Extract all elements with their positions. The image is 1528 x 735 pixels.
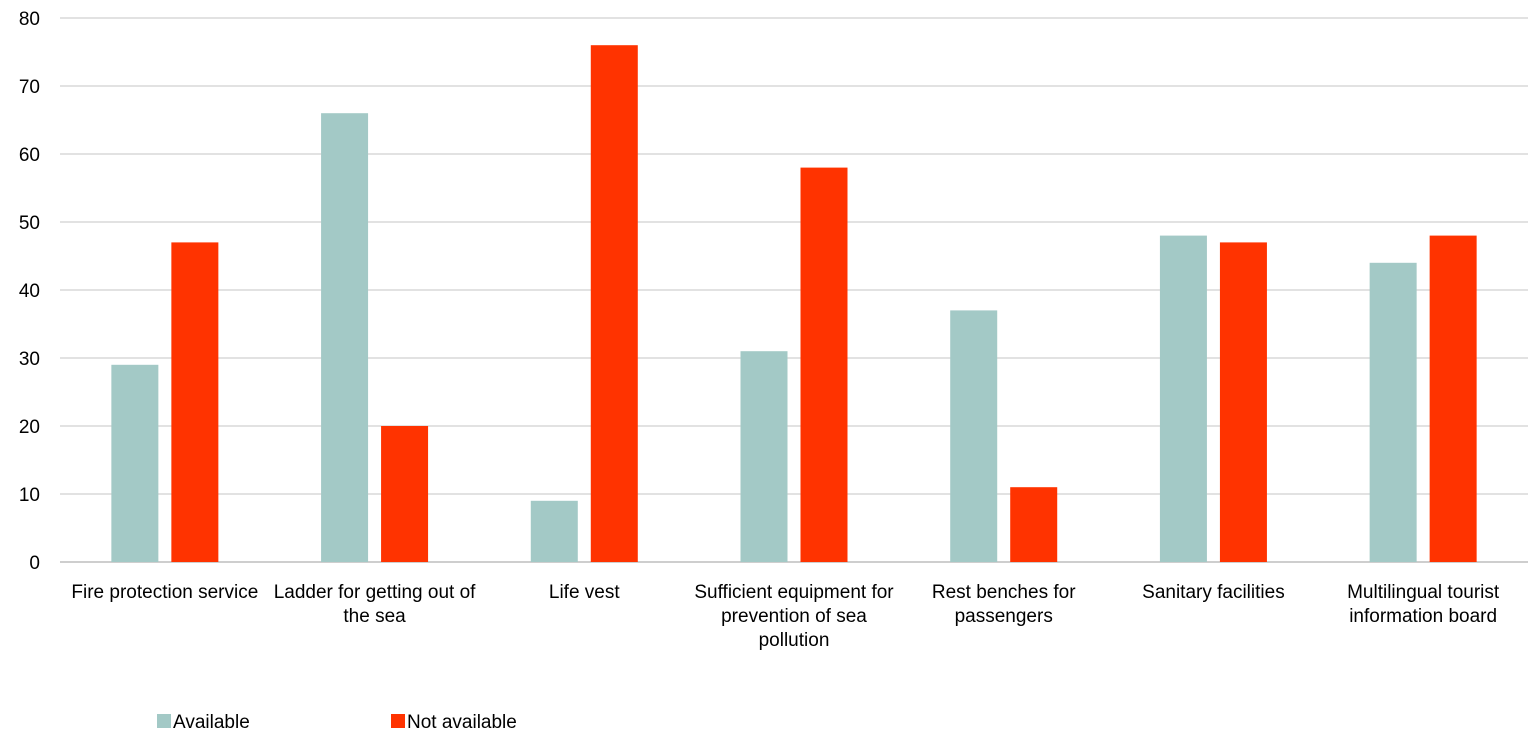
bar-available (321, 113, 369, 562)
y-axis-ticks: 0 10 20 30 40 50 60 70 80 (19, 9, 40, 574)
bar-available (740, 351, 788, 562)
bars (111, 45, 1477, 562)
x-category-label: Ladder for getting out of the sea (274, 582, 476, 627)
bar-available (111, 364, 159, 562)
x-category-label: Sanitary facilities (1142, 582, 1285, 603)
bar-available (530, 500, 578, 562)
x-category-label: Sufficient equipment for prevention of se… (694, 582, 894, 651)
y-tick-label: 20 (19, 417, 40, 438)
bar-not-available (1219, 242, 1267, 562)
x-category-label: Life vest (549, 582, 620, 603)
y-tick-label: 70 (19, 77, 40, 98)
y-tick-label: 80 (19, 9, 40, 30)
legend-swatch (157, 714, 171, 728)
legend: Available Not available (157, 712, 517, 733)
bar-not-available (171, 242, 219, 562)
bar-available (950, 310, 998, 562)
bar-not-available (590, 45, 638, 562)
bar-available (1159, 235, 1207, 562)
y-tick-label: 0 (29, 553, 40, 574)
y-tick-label: 30 (19, 349, 40, 370)
x-category-label: Rest benches for passengers (932, 582, 1076, 627)
gridlines (60, 17, 1528, 563)
y-tick-label: 10 (19, 485, 40, 506)
x-category-label: Fire protection service (71, 582, 258, 603)
y-tick-label: 60 (19, 145, 40, 166)
legend-label: Available (173, 712, 250, 733)
legend-swatch (391, 714, 405, 728)
bar-not-available (800, 167, 848, 562)
bar-not-available (1429, 235, 1477, 562)
bar-available (1369, 262, 1417, 562)
bar-not-available (381, 426, 429, 562)
legend-label: Not available (407, 712, 517, 733)
x-category-label: Multilingual tourist information board (1347, 582, 1500, 627)
y-tick-label: 40 (19, 281, 40, 302)
bar-not-available (1010, 487, 1058, 562)
x-axis-categories: Fire protection service Ladder for gettin… (71, 582, 1499, 651)
y-tick-label: 50 (19, 213, 40, 234)
